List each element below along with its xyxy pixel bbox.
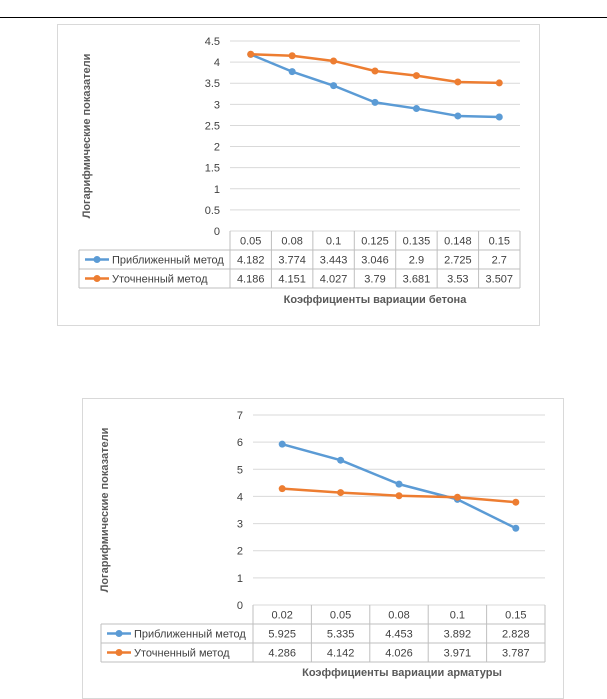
chart-2-data-point — [337, 456, 345, 464]
chart-2-y-tick-label: 1 — [237, 573, 243, 585]
page-top-rule — [0, 17, 607, 18]
chart-2-table-value: 3.971 — [444, 648, 472, 660]
chart-2-table-value: 4.142 — [327, 648, 355, 660]
chart-2-data-point — [278, 485, 286, 493]
chart-1-table-value: 3.046 — [361, 255, 389, 267]
chart-2-data-point — [278, 440, 286, 448]
chart-1-table-value: 2.725 — [444, 255, 472, 267]
chart-2-table-value: 4.286 — [268, 648, 296, 660]
chart-1-data-point — [371, 67, 379, 75]
chart-1-table-value: 3.443 — [320, 255, 348, 267]
chart-1-data-point — [495, 113, 503, 121]
chart-2-y-tick-label: 5 — [237, 464, 243, 476]
chart-1-y-tick-label: 4 — [214, 57, 220, 69]
chart-1-y-tick-label: 0.5 — [205, 205, 220, 217]
chart-1-y-tick-label: 2.5 — [205, 120, 220, 132]
chart-2-data-point — [395, 480, 403, 488]
chart-2-y-tick-label: 7 — [237, 410, 243, 422]
chart-1-y-tick-label: 3.5 — [205, 78, 220, 90]
chart-1-table-value: 4.027 — [320, 274, 348, 286]
chart-2-y-tick-label: 6 — [237, 437, 243, 449]
chart-1-data-point — [330, 57, 338, 65]
chart-1-category-label: 0.135 — [403, 236, 431, 248]
chart-1-category-label: 0.05 — [240, 236, 261, 248]
chart-1-y-tick-label: 3 — [214, 99, 220, 111]
chart-1-legend-key-marker — [93, 275, 101, 282]
chart-1-data-point — [412, 105, 420, 113]
chart-2-table-value: 3.892 — [444, 629, 472, 641]
chart-1-table-value: 3.507 — [486, 274, 514, 286]
chart-2-frame — [82, 398, 564, 699]
chart-1-table-value: 4.182 — [237, 255, 265, 267]
chart-1-category-label: 0.148 — [444, 236, 472, 248]
chart-1-table-value: 4.186 — [237, 274, 265, 286]
chart-2-data-point — [512, 524, 520, 532]
chart-1-table-value: 3.53 — [447, 274, 468, 286]
chart-1-data-point — [454, 112, 462, 120]
chart-2-table-value: 2.828 — [502, 629, 530, 641]
chart-1-y-tick-label: 1.5 — [205, 163, 220, 175]
chart-1-table-value: 2.9 — [409, 255, 424, 267]
chart-2-category-label: 0.08 — [388, 610, 409, 622]
chart-1-y-tick-label: 4.5 — [205, 36, 220, 48]
chart-2-y-tick-label: 0 — [237, 600, 243, 612]
chart-1-category-label: 0.15 — [489, 236, 510, 248]
chart-1-data-point — [247, 50, 255, 58]
chart-1-data-point — [330, 82, 338, 90]
chart-2-x-axis-title: Коэффициенты вариации арматуры — [302, 667, 502, 679]
chart-2-legend-entry: Приближенный метод — [134, 629, 246, 641]
chart-2-y-tick-label: 3 — [237, 519, 243, 531]
chart-2-legend-key-marker — [115, 630, 123, 637]
chart-2-y-tick-label: 2 — [237, 546, 243, 558]
chart-2-data-point — [512, 498, 520, 506]
chart-1-data-point — [288, 68, 296, 76]
chart-1-category-label: 0.08 — [281, 236, 302, 248]
chart-2-table-value: 3.787 — [502, 648, 530, 660]
chart-2-y-tick-label: 4 — [237, 491, 243, 503]
chart-1-data-point — [371, 98, 379, 106]
chart-1-table-value: 3.79 — [364, 274, 385, 286]
chart-1-table-value: 3.774 — [278, 255, 306, 267]
chart-1-legend-entry: Уточненный метод — [112, 274, 208, 286]
chart-2-category-label: 0.1 — [450, 610, 465, 622]
chart-2-table-value: 5.925 — [268, 629, 296, 641]
chart-2-legend-key-marker — [115, 649, 123, 656]
chart-1-category-label: 0.125 — [361, 236, 389, 248]
chart-1-y-tick-label: 1 — [214, 184, 220, 196]
chart-2-data-point — [453, 493, 461, 501]
chart-2-data-point — [337, 489, 345, 497]
chart-2-data-point — [395, 492, 403, 500]
chart-1-category-label: 0.1 — [326, 236, 341, 248]
chart-1-legend-key-marker — [93, 256, 101, 263]
chart-1-data-point — [288, 52, 296, 60]
chart-2-category-label: 0.15 — [505, 610, 526, 622]
chart-2-table-value: 4.026 — [385, 648, 413, 660]
chart-1-table-value: 4.151 — [278, 274, 306, 286]
chart-2-category-label: 0.05 — [330, 610, 351, 622]
chart-1-y-tick-label: 2 — [214, 142, 220, 154]
chart-1-data-point — [454, 78, 462, 86]
chart-1-data-point — [412, 72, 420, 80]
chart-2-category-label: 0.02 — [271, 610, 292, 622]
chart-1-legend-entry: Приближенный метод — [112, 255, 224, 267]
chart-2-table-value: 5.335 — [327, 629, 355, 641]
chart-1-table-value: 2.7 — [492, 255, 507, 267]
chart-2-legend-entry: Уточненный метод — [134, 648, 230, 660]
chart-2-table-value: 4.453 — [385, 629, 413, 641]
chart-1-y-tick-label: 0 — [214, 226, 220, 238]
chart-1-data-point — [495, 79, 503, 87]
chart-1-x-axis-title: Коэффициенты вариации бетона — [283, 294, 467, 306]
chart-1-table-value: 3.681 — [403, 274, 431, 286]
